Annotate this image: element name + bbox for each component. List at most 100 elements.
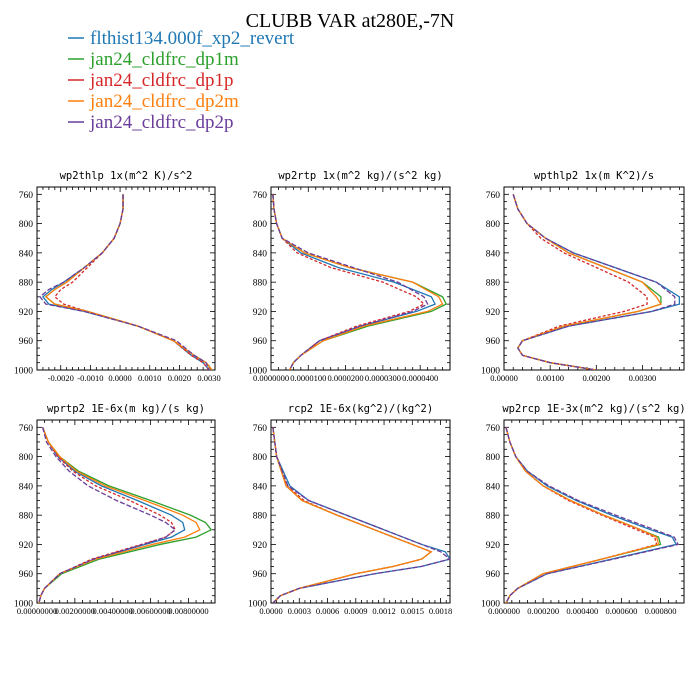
panel-title: wprtp2 1E-6x(m kg)/(s kg) bbox=[47, 403, 205, 415]
y-tick-label: 1000 bbox=[481, 600, 500, 610]
x-tick-label: 0.0000000 bbox=[253, 373, 289, 383]
x-tick-label: 0.0030 bbox=[197, 373, 220, 383]
y-tick-label: 760 bbox=[253, 424, 268, 434]
plot-frame bbox=[36, 419, 216, 604]
y-tick-label: 1000 bbox=[14, 367, 33, 377]
y-tick-label: 760 bbox=[19, 424, 34, 434]
x-tick-label: 0.0009 bbox=[344, 606, 367, 616]
series-line bbox=[512, 194, 676, 370]
y-tick-label: 1000 bbox=[248, 600, 267, 610]
x-tick-label: 0.0010 bbox=[138, 373, 161, 383]
y-tick-label: 920 bbox=[486, 541, 501, 551]
y-tick-label: 800 bbox=[253, 453, 268, 463]
series-line bbox=[272, 194, 429, 370]
y-tick-label: 960 bbox=[486, 570, 501, 580]
x-tick-label: 0.0000200 bbox=[328, 373, 364, 383]
y-tick-label: 920 bbox=[253, 541, 268, 551]
y-tick-label: 760 bbox=[19, 191, 34, 201]
y-tick-label: 880 bbox=[19, 512, 34, 522]
y-tick-label: 1000 bbox=[14, 600, 33, 610]
x-tick-label: -0.0020 bbox=[48, 373, 74, 383]
y-tick-label: 760 bbox=[486, 191, 501, 201]
y-tick-label: 960 bbox=[486, 337, 501, 347]
x-tick-label: 0.0000400 bbox=[402, 373, 438, 383]
y-tick-label: 840 bbox=[19, 482, 34, 492]
x-tick-label: 0.000000 bbox=[488, 606, 520, 616]
legend-label: jan24_cldfrc_dp2p bbox=[89, 112, 234, 133]
series-line bbox=[272, 194, 444, 370]
y-tick-label: 920 bbox=[486, 308, 501, 318]
chart-panel: wpthlp2 1x(m K^2)/s 760 800 840 880 920 960 100… bbox=[481, 170, 685, 383]
y-tick-label: 960 bbox=[19, 337, 34, 347]
y-tick-label: 800 bbox=[486, 220, 501, 230]
y-tick-label: 1000 bbox=[248, 367, 267, 377]
y-tick-label: 960 bbox=[19, 570, 34, 580]
x-tick-label: 0.00600000 bbox=[130, 606, 170, 616]
x-tick-label: 0.00400000 bbox=[93, 606, 133, 616]
legend: flthist134.000f_xp2_revertjan24_cldfrc_d… bbox=[68, 28, 295, 133]
y-tick-label: 800 bbox=[253, 220, 268, 230]
y-tick-label: 1000 bbox=[481, 367, 500, 377]
y-tick-label: 800 bbox=[19, 453, 34, 463]
legend-label: flthist134.000f_xp2_revert bbox=[90, 28, 295, 49]
x-tick-label: 0.000200 bbox=[527, 606, 559, 616]
series-line bbox=[505, 427, 680, 603]
y-tick-label: 920 bbox=[19, 541, 34, 551]
y-tick-label: 880 bbox=[19, 279, 34, 289]
x-tick-label: 0.0006 bbox=[316, 606, 339, 616]
chart-panel: wp2rcp 1E-3x(m^2 kg)/(s^2 kg)760 800 840 88… bbox=[481, 403, 686, 616]
y-tick-label: 760 bbox=[486, 424, 501, 434]
y-tick-label: 960 bbox=[253, 570, 268, 580]
x-tick-label: 0.00000000 bbox=[17, 606, 57, 616]
x-tick-label: 0.00100 bbox=[536, 373, 564, 383]
x-tick-label: 0.0000100 bbox=[290, 373, 326, 383]
y-tick-label: 800 bbox=[486, 453, 501, 463]
y-tick-label: 840 bbox=[486, 249, 501, 259]
y-tick-label: 840 bbox=[486, 482, 501, 492]
x-tick-label: 0.0000 bbox=[259, 606, 282, 616]
x-tick-label: 0.0015 bbox=[401, 606, 424, 616]
y-tick-label: 880 bbox=[486, 512, 501, 522]
y-tick-label: 840 bbox=[253, 482, 268, 492]
x-tick-label: -0.0010 bbox=[77, 373, 103, 383]
y-tick-label: 920 bbox=[253, 308, 268, 318]
figure-title: CLUBB VAR at280E,-7N bbox=[246, 10, 455, 32]
series-line bbox=[38, 427, 177, 603]
x-tick-label: 0.000800 bbox=[645, 606, 677, 616]
chart-panels: wp2thlp 1x(m^2 K)/s^2 760 800 840 880 920 960 1… bbox=[14, 170, 686, 616]
x-tick-label: 0.0018 bbox=[429, 606, 452, 616]
plot-frame bbox=[270, 419, 451, 604]
y-tick-label: 840 bbox=[253, 249, 268, 259]
x-tick-label: 0.0000 bbox=[108, 373, 131, 383]
series-line bbox=[272, 427, 433, 603]
chart-panel: wp2thlp 1x(m^2 K)/s^2 760 800 840 880 920 960 1… bbox=[14, 170, 221, 383]
y-tick-label: 880 bbox=[486, 279, 501, 289]
legend-label: jan24_cldfrc_dp1m bbox=[89, 49, 239, 70]
x-tick-label: 0.0020 bbox=[168, 373, 191, 383]
y-tick-label: 760 bbox=[253, 191, 268, 201]
legend-label: jan24_cldfrc_dp1p bbox=[89, 70, 234, 91]
y-tick-label: 800 bbox=[19, 220, 34, 230]
x-tick-label: 0.000400 bbox=[566, 606, 598, 616]
x-tick-label: 0.00800000 bbox=[168, 606, 208, 616]
x-tick-label: 0.00200 bbox=[582, 373, 610, 383]
series-line bbox=[39, 194, 210, 370]
x-tick-label: 0.000600 bbox=[605, 606, 637, 616]
panel-title: wpthlp2 1x(m K^2)/s bbox=[534, 170, 654, 182]
series-line bbox=[272, 427, 450, 603]
chart-panel: wprtp2 1E-6x(m kg)/(s kg) 760 800 840 880 920… bbox=[14, 403, 216, 616]
x-tick-label: 0.00200000 bbox=[55, 606, 95, 616]
x-tick-label: 0.0012 bbox=[372, 606, 395, 616]
y-tick-label: 880 bbox=[253, 279, 268, 289]
y-tick-label: 960 bbox=[253, 337, 268, 347]
x-tick-label: 0.0003 bbox=[288, 606, 311, 616]
panel-title: wp2rcp 1E-3x(m^2 kg)/(s^2 kg) bbox=[502, 403, 685, 415]
panel-title: rcp2 1E-6x(kg^2)/(kg^2) bbox=[288, 403, 433, 415]
legend-label: jan24_cldfrc_dp2m bbox=[89, 91, 239, 112]
x-tick-label: 0.00000 bbox=[490, 373, 518, 383]
chart-panel: wp2rtp 1x(m^2 kg)/(s^2 kg) 760 800 840 880 92… bbox=[248, 170, 451, 383]
x-tick-label: 0.00300 bbox=[629, 373, 657, 383]
x-tick-label: 0.0000300 bbox=[365, 373, 401, 383]
panel-title: wp2thlp 1x(m^2 K)/s^2 bbox=[60, 170, 193, 182]
